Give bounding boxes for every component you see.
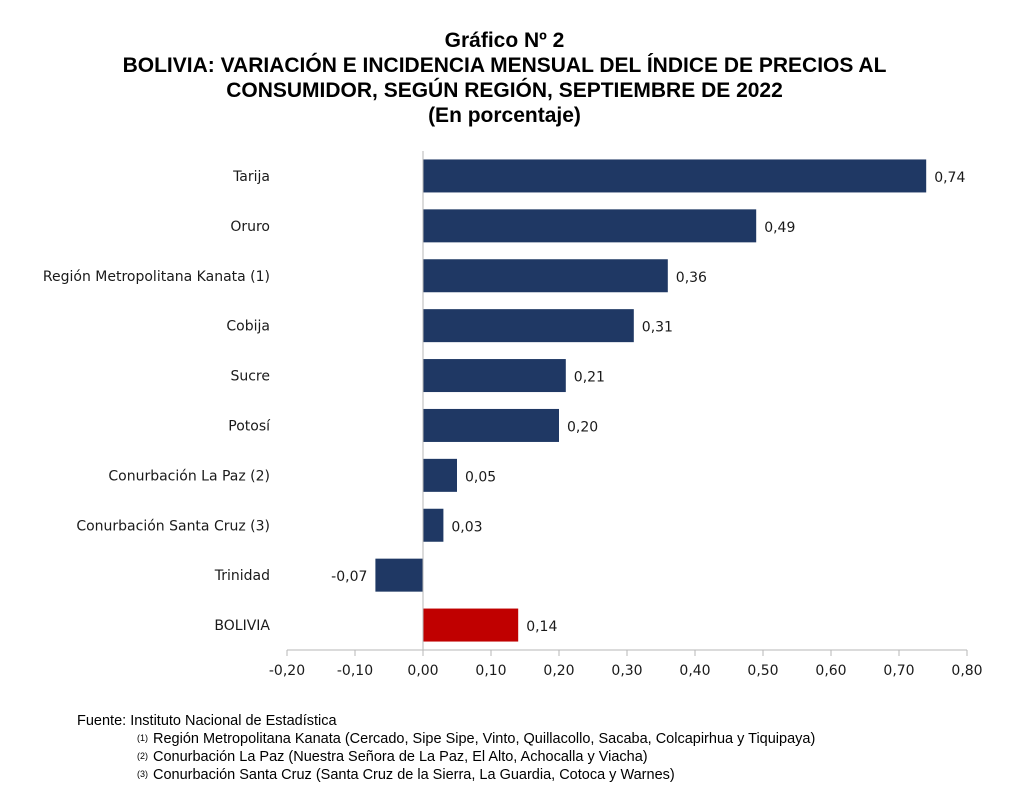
x-tick-label: 0,50 [747, 663, 778, 679]
footnote-1-mark: (1) [137, 733, 148, 743]
category-label: Tarija [232, 169, 270, 185]
footnote-2-text: Conurbación La Paz (Nuestra Señora de La… [153, 749, 648, 765]
x-tick-label: 0,20 [543, 663, 574, 679]
chart-footer: Fuente: Instituto Nacional de Estadístic… [77, 712, 815, 784]
bar [423, 309, 634, 343]
x-tick-label: 0,60 [815, 663, 846, 679]
bar [423, 458, 457, 492]
bar [423, 159, 927, 193]
footnote-3-mark: (3) [137, 769, 148, 779]
category-label: Conurbación Santa Cruz (3) [76, 518, 270, 534]
footnote-3-text: Conurbación Santa Cruz (Santa Cruz de la… [153, 767, 675, 783]
x-tick-label: -0,10 [337, 663, 373, 679]
footnote-1: (1) Región Metropolitana Kanata (Cercado,… [77, 730, 815, 748]
footnote-2: (2) Conurbación La Paz (Nuestra Señora de… [77, 748, 815, 766]
category-label: Oruro [230, 219, 270, 235]
footnote-2-mark: (2) [137, 751, 148, 761]
x-tick-label: -0,20 [269, 663, 305, 679]
value-label: 0,49 [764, 220, 795, 236]
bar [423, 259, 668, 293]
category-label: Potosí [228, 418, 271, 434]
x-tick-label: 0,70 [883, 663, 914, 679]
category-label: Cobija [226, 319, 270, 335]
category-label: Trinidad [214, 568, 270, 584]
x-tick-label: 0,30 [611, 663, 642, 679]
value-label: 0,03 [451, 519, 482, 535]
category-label: Sucre [230, 369, 270, 385]
x-tick-label: 0,10 [475, 663, 506, 679]
bar [423, 608, 519, 642]
bar [375, 558, 423, 592]
category-label: Conurbación La Paz (2) [108, 468, 270, 484]
value-label: 0,05 [465, 469, 496, 485]
x-tick-label: 0,80 [951, 663, 982, 679]
chart-number: Gráfico Nº 2 [444, 29, 565, 52]
bar [423, 408, 559, 442]
category-label: Región Metropolitana Kanata (1) [43, 269, 270, 285]
source-note: Fuente: Instituto Nacional de Estadístic… [77, 713, 337, 729]
value-label: 0,14 [526, 619, 557, 635]
footnote-3: (3) Conurbación Santa Cruz (Santa Cruz de… [77, 766, 815, 784]
value-label: 0,21 [574, 370, 605, 386]
chart-title-line2: CONSUMIDOR, SEGÚN REGIÓN, SEPTIEMBRE DE … [226, 79, 783, 102]
chart-header: Gráfico Nº 2 BOLIVIA: VARIACIÓN E INCIDE… [0, 28, 1009, 128]
bar-chart: Tarija 0,74 Oruro 0,49 Región Metropolitana … [43, 151, 983, 679]
bar [423, 359, 566, 393]
bar [423, 508, 444, 542]
value-label: 0,36 [676, 270, 707, 286]
bar [423, 209, 757, 243]
footnote-1-text: Región Metropolitana Kanata (Cercado, Si… [153, 731, 816, 747]
value-label: 0,74 [934, 170, 965, 186]
chart-subtitle: (En porcentaje) [428, 104, 581, 127]
value-label: -0,07 [331, 569, 367, 585]
value-label: 0,31 [642, 320, 673, 336]
x-tick-label: 0,40 [679, 663, 710, 679]
category-label: BOLIVIA [214, 618, 270, 634]
chart-title-line1: BOLIVIA: VARIACIÓN E INCIDENCIA MENSUAL … [122, 54, 887, 77]
value-label: 0,20 [567, 419, 598, 435]
x-tick-label: 0,00 [407, 663, 438, 679]
